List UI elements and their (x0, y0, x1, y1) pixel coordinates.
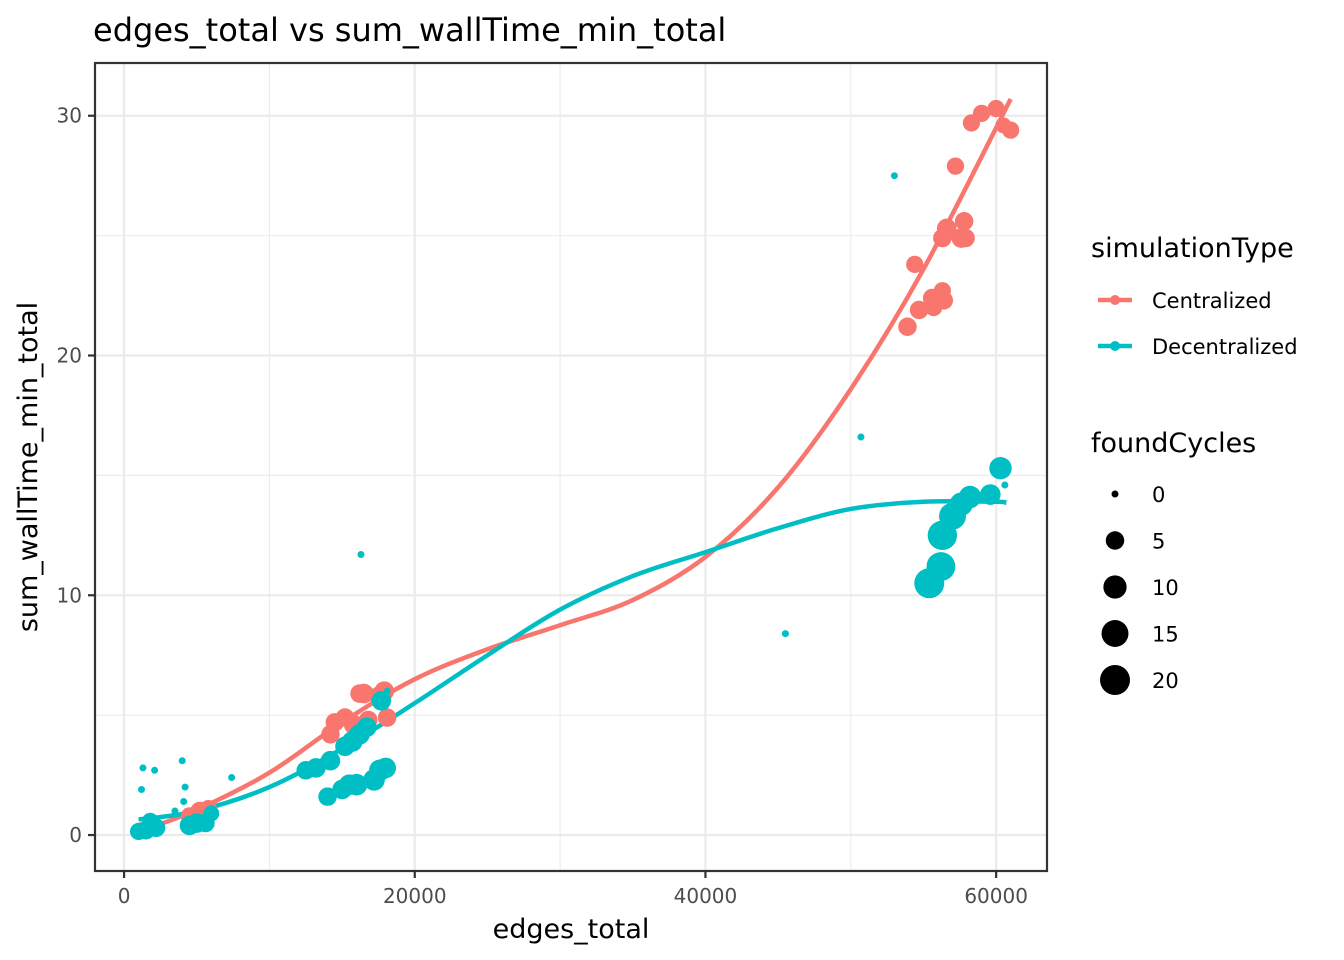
data-point-decentralized (980, 484, 1001, 505)
data-point-decentralized (926, 552, 956, 581)
data-points (129, 99, 1020, 841)
data-point-decentralized (228, 773, 236, 781)
data-point-decentralized (1001, 481, 1009, 489)
y-tick-label: 20 (57, 344, 82, 368)
chart-title: edges_total vs sum_wallTime_min_total (93, 11, 726, 49)
data-point-decentralized (306, 758, 326, 778)
data-point-centralized (954, 211, 974, 231)
x-tick-label: 60000 (964, 884, 1028, 908)
legend-color-title: simulationType (1091, 233, 1294, 264)
legend-size-label: 5 (1152, 530, 1165, 554)
legend-size-label: 10 (1152, 576, 1179, 600)
data-point-decentralized (356, 717, 377, 737)
legend-key-point-centralized (1110, 295, 1120, 305)
legend-label-centralized: Centralized (1152, 289, 1272, 313)
panel-border (93, 61, 1049, 873)
legend-size-key (1103, 575, 1127, 599)
trend-line-decentralized (138, 498, 1009, 822)
legend-size-key (1100, 665, 1130, 695)
data-point-centralized (906, 255, 924, 274)
data-point-centralized (946, 157, 965, 175)
data-point-decentralized (320, 750, 341, 771)
legend-size-key (1101, 620, 1129, 647)
data-point-decentralized (318, 787, 337, 806)
data-point-centralized (956, 228, 975, 248)
data-point-decentralized (138, 785, 146, 793)
data-point-decentralized (890, 172, 898, 180)
data-point-centralized (909, 300, 929, 320)
y-tick-label: 10 (57, 583, 82, 607)
data-point-decentralized (958, 485, 982, 509)
legend-key-point-decentralized (1110, 341, 1120, 351)
x-axis-title: edges_total (493, 914, 650, 945)
legend-label-decentralized: Decentralized (1152, 335, 1298, 359)
data-point-centralized (898, 317, 917, 336)
data-point-centralized (377, 708, 397, 727)
legend-size-key (1111, 490, 1119, 498)
data-point-decentralized (151, 766, 159, 774)
legend-size-key (1105, 531, 1125, 550)
data-point-decentralized (178, 757, 186, 765)
trend-lines (138, 97, 1013, 832)
data-point-decentralized (181, 783, 189, 791)
data-point-decentralized (375, 757, 396, 779)
x-tick-label: 40000 (674, 884, 738, 908)
y-axis-title: sum_wallTime_min_total (13, 302, 44, 632)
data-point-decentralized (781, 630, 789, 638)
trend-line-centralized (145, 97, 1013, 832)
x-tick-label: 0 (118, 884, 131, 908)
data-point-decentralized (857, 433, 865, 441)
data-point-decentralized (345, 773, 368, 796)
data-point-decentralized (171, 807, 179, 815)
data-point-decentralized (180, 797, 188, 805)
data-point-centralized (972, 104, 991, 122)
x-tick-label: 20000 (383, 884, 447, 908)
legend-size-label: 15 (1152, 623, 1179, 647)
data-point-decentralized (357, 551, 365, 559)
data-point-centralized (936, 218, 957, 239)
data-point-decentralized (383, 687, 391, 695)
data-point-centralized (987, 99, 1005, 118)
legend-size-label: 0 (1152, 483, 1165, 507)
data-point-decentralized (371, 690, 392, 711)
data-point-decentralized (989, 456, 1012, 480)
data-point-decentralized (142, 812, 159, 829)
legend: simulationType foundCycles Centralized De… (1091, 233, 1298, 695)
axes: 0 20000 40000 60000 0 10 20 30 (57, 104, 1028, 908)
data-point-centralized (350, 684, 369, 703)
y-tick-label: 0 (69, 823, 82, 847)
data-point-decentralized (203, 805, 220, 822)
legend-size-label: 20 (1152, 669, 1179, 693)
y-tick-label: 30 (57, 104, 82, 128)
data-point-decentralized (139, 764, 147, 772)
data-point-centralized (934, 291, 954, 310)
data-point-centralized (1002, 121, 1020, 139)
legend-size-title: foundCycles (1091, 428, 1256, 459)
